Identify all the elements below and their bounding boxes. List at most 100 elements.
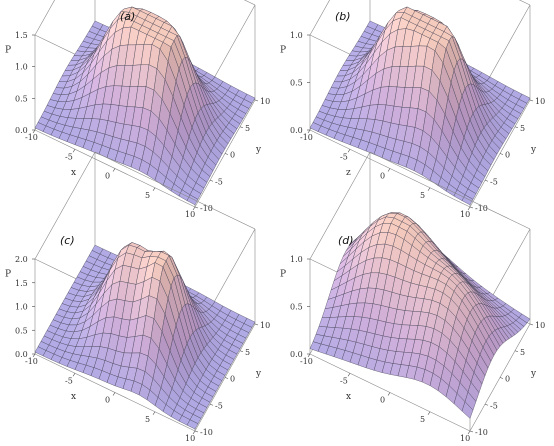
x-tick-label: -10 bbox=[25, 133, 38, 142]
y-tick-label: -10 bbox=[475, 204, 488, 213]
y-tick-mark bbox=[209, 403, 214, 406]
x-tick-mark bbox=[72, 373, 76, 377]
y-tick-label: -10 bbox=[475, 428, 488, 437]
bounding-box-edge bbox=[243, 0, 256, 6]
panel-label: (a) bbox=[120, 10, 135, 23]
x-tick-label: -10 bbox=[300, 357, 313, 366]
x-tick-mark bbox=[307, 353, 311, 358]
panel-b: -10 -5 0 5 10 z -10 -5 0 5 10 y 0.0 0.5 1.0 P (b) bbox=[280, 0, 545, 219]
x-tick-label: 0 bbox=[105, 396, 110, 405]
y-tick-mark bbox=[254, 323, 259, 326]
surface-mesh bbox=[309, 212, 531, 419]
x-tick-mark bbox=[32, 353, 36, 358]
z-tick-label: 0.0 bbox=[290, 126, 303, 135]
y-tick-label: -5 bbox=[215, 177, 223, 186]
z-axis-label: P bbox=[5, 269, 11, 279]
z-tick-label: 0.0 bbox=[15, 350, 28, 359]
z-axis-label: P bbox=[5, 45, 11, 55]
x-tick-mark bbox=[152, 411, 156, 415]
z-tick-label: 1.0 bbox=[290, 31, 303, 40]
y-tick-mark bbox=[224, 153, 229, 155]
y-tick-label: 0 bbox=[505, 151, 510, 160]
surface-patch bbox=[461, 401, 474, 419]
surface-mesh bbox=[309, 6, 531, 206]
y-tick-label: 0 bbox=[505, 375, 510, 384]
y-tick-label: 0 bbox=[230, 375, 235, 384]
x-axis-label: x bbox=[71, 392, 76, 402]
y-tick-mark bbox=[484, 179, 489, 182]
y-tick-mark bbox=[194, 430, 199, 433]
bounding-box-edge bbox=[369, 151, 531, 230]
x-axis-label: x bbox=[71, 168, 76, 178]
bounding-box-edge bbox=[309, 0, 330, 36]
y-axis-label: y bbox=[530, 369, 537, 379]
panel-label: (b) bbox=[335, 10, 351, 23]
x-tick-label: 5 bbox=[420, 415, 425, 424]
x-tick-label: 5 bbox=[420, 191, 425, 200]
bounding-box-edge bbox=[34, 151, 96, 260]
y-tick-mark bbox=[224, 377, 229, 379]
z-tick-label: 0.5 bbox=[15, 94, 28, 103]
z-tick-label: 0.0 bbox=[290, 350, 303, 359]
y-axis-label: y bbox=[255, 369, 262, 379]
y-tick-mark bbox=[514, 350, 519, 353]
x-tick-label: 0 bbox=[105, 172, 110, 181]
x-tick-label: -5 bbox=[340, 376, 348, 385]
y-tick-mark bbox=[239, 126, 244, 129]
bounding-box-edge bbox=[94, 151, 256, 230]
x-tick-mark bbox=[467, 430, 471, 435]
z-tick-label: 1.0 bbox=[15, 303, 28, 312]
x-tick-label: -5 bbox=[340, 152, 348, 161]
y-tick-mark bbox=[194, 206, 199, 209]
z-tick-label: 2.0 bbox=[15, 255, 28, 264]
x-tick-mark bbox=[467, 206, 471, 211]
bounding-box-edge bbox=[309, 151, 371, 260]
y-tick-mark bbox=[499, 153, 504, 155]
panel-a: -10 -5 0 5 10 x -10 -5 0 5 10 y 0.0 0.5 1.0 1.5 P (a) bbox=[5, 0, 270, 219]
bounding-box-edge bbox=[34, 0, 55, 36]
z-tick-label: 0.5 bbox=[15, 326, 28, 335]
z-tick-label: 0.5 bbox=[290, 303, 303, 312]
surface-patch bbox=[186, 419, 199, 430]
y-tick-label: 5 bbox=[245, 124, 250, 133]
y-tick-mark bbox=[484, 403, 489, 406]
x-tick-mark bbox=[307, 129, 311, 134]
y-tick-mark bbox=[529, 99, 534, 102]
surface-mesh bbox=[34, 242, 256, 430]
x-tick-mark bbox=[72, 149, 76, 153]
y-tick-mark bbox=[239, 350, 244, 353]
surface-mesh bbox=[34, 6, 256, 206]
z-tick-label: 1.5 bbox=[15, 31, 28, 40]
y-tick-mark bbox=[469, 430, 474, 433]
x-tick-mark bbox=[192, 430, 196, 435]
y-tick-mark bbox=[209, 179, 214, 182]
y-axis-label: y bbox=[530, 145, 537, 155]
panel-c: -10 -5 0 5 10 x -10 -5 0 5 10 y 0.0 0.5 1.0 1.5 2.0 P (c) bbox=[5, 151, 270, 443]
x-tick-mark bbox=[32, 129, 36, 134]
y-tick-label: -5 bbox=[490, 401, 498, 410]
y-tick-label: 10 bbox=[535, 321, 545, 330]
x-tick-label: 10 bbox=[460, 210, 470, 219]
x-tick-mark bbox=[192, 206, 196, 211]
y-tick-label: 10 bbox=[535, 97, 545, 106]
bounding-box-edge bbox=[518, 0, 531, 6]
panel-d: -10 -5 0 5 10 x -10 -5 0 5 10 y 0.0 0.5 1.0 P (d) bbox=[280, 151, 545, 443]
y-tick-label: 0 bbox=[230, 151, 235, 160]
x-tick-label: -10 bbox=[300, 133, 313, 142]
x-tick-mark bbox=[347, 149, 351, 153]
y-tick-label: -5 bbox=[490, 177, 498, 186]
z-tick-label: 1.0 bbox=[290, 255, 303, 264]
z-tick-label: 1.5 bbox=[15, 279, 28, 288]
y-tick-mark bbox=[254, 99, 259, 102]
x-tick-mark bbox=[427, 187, 431, 191]
y-tick-mark bbox=[529, 323, 534, 326]
y-tick-label: 5 bbox=[245, 348, 250, 357]
y-tick-mark bbox=[469, 206, 474, 209]
z-axis-label: P bbox=[280, 269, 286, 279]
z-axis-label: P bbox=[280, 45, 286, 55]
y-axis-label: y bbox=[255, 145, 262, 155]
x-tick-mark bbox=[427, 411, 431, 415]
y-tick-label: 5 bbox=[520, 348, 525, 357]
y-tick-label: -10 bbox=[200, 428, 213, 437]
